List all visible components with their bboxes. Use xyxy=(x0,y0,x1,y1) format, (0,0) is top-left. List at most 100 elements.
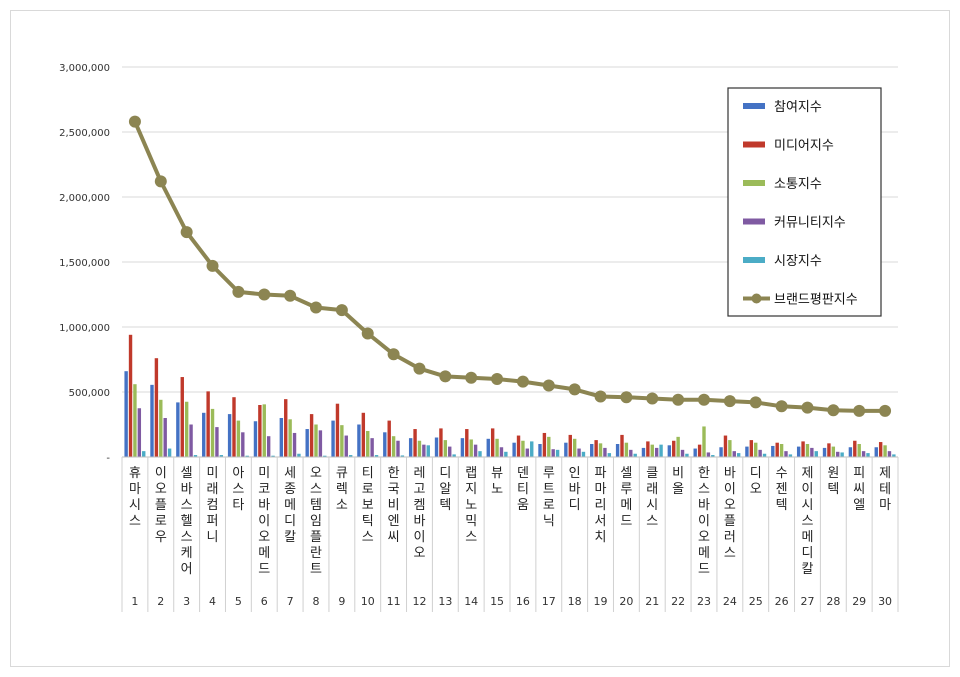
bar-4 xyxy=(784,451,788,457)
bar-4 xyxy=(810,447,814,457)
brand-index-point xyxy=(646,392,659,405)
legend-label: 미디어지수 xyxy=(774,139,834,154)
bar-2 xyxy=(309,414,314,457)
bar-3 xyxy=(805,444,810,457)
x-axis xyxy=(121,456,899,612)
bar-5 xyxy=(142,451,146,457)
brand-index-point xyxy=(542,379,555,392)
bar-2 xyxy=(516,435,521,457)
bar-2 xyxy=(801,441,805,457)
brand-index-point xyxy=(413,362,426,375)
rank-label: 18 xyxy=(568,595,582,608)
brand-index-point xyxy=(749,396,762,409)
brand-index-point xyxy=(853,404,866,417)
rank-label: 17 xyxy=(542,595,556,608)
bar-4 xyxy=(318,430,323,457)
bar-3 xyxy=(262,404,266,457)
bar-4 xyxy=(577,448,581,457)
bar-5 xyxy=(297,453,301,457)
bar-4 xyxy=(370,438,374,457)
bar-1 xyxy=(383,432,387,457)
bar-5 xyxy=(555,449,560,457)
rank-label: 8 xyxy=(313,595,320,608)
bar-2 xyxy=(853,440,857,457)
bar-2 xyxy=(387,420,391,457)
bar-4 xyxy=(629,449,633,457)
legend-label: 브랜드평판지수 xyxy=(774,293,858,308)
bar-3 xyxy=(676,436,680,457)
bar-3 xyxy=(598,443,603,457)
bar-4 xyxy=(836,451,840,457)
bar-4 xyxy=(525,448,530,457)
bar-2 xyxy=(180,377,184,457)
bar-4 xyxy=(887,451,892,457)
bar-3 xyxy=(650,444,654,457)
gridlines xyxy=(122,66,898,393)
y-tick-label: 3,000,000 xyxy=(59,63,110,74)
y-tick-label: 500,000 xyxy=(69,388,110,399)
bar-3 xyxy=(495,438,499,457)
x-axis-labels: 휴 마 시 스 1 이 오 플 로 우 2 셀 바 스 헬 스 케 어 3 미 래 컴 퍼 니 4 아 스 타 5 미 코 바 이 오 메 드 6 세 종 메… xyxy=(129,466,892,608)
bar-3 xyxy=(572,438,577,457)
brand-index-point xyxy=(232,285,245,298)
brand-index-point xyxy=(310,301,322,314)
bar-1 xyxy=(176,402,180,457)
bar-2 xyxy=(413,429,417,457)
bar-4 xyxy=(266,436,271,457)
brand-index-point xyxy=(594,390,607,403)
rank-label: 19 xyxy=(594,595,608,608)
y-axis-ticks: - 500,000 1,000,000 1,500,000 2,000,000 2,500… xyxy=(59,63,110,464)
bar-4 xyxy=(551,449,555,457)
legend-label: 참여지수 xyxy=(774,100,822,115)
bar-2 xyxy=(232,397,236,457)
bar-2 xyxy=(258,405,262,457)
bar-2 xyxy=(697,444,702,457)
bar-5 xyxy=(607,453,612,457)
bar-1 xyxy=(124,371,128,457)
bar-2 xyxy=(568,434,572,457)
legend-swatch xyxy=(743,218,765,225)
rank-label: 20 xyxy=(619,595,633,608)
bar-1 xyxy=(279,418,284,457)
bar-1 xyxy=(202,412,206,457)
brand-index-point xyxy=(154,175,167,188)
bar-2 xyxy=(723,435,728,457)
rank-label: 28 xyxy=(826,595,840,608)
bar-3 xyxy=(340,425,344,457)
bar-5 xyxy=(711,455,715,457)
legend-box xyxy=(727,87,882,317)
bar-1 xyxy=(460,438,465,457)
bar-1 xyxy=(408,438,413,457)
bar-4 xyxy=(215,427,219,457)
legend-label: 시장지수 xyxy=(774,254,822,269)
legend-swatch xyxy=(743,103,765,109)
bar-3 xyxy=(236,420,241,457)
bar-2 xyxy=(490,428,495,457)
bar-1 xyxy=(486,438,490,457)
bar-5 xyxy=(840,452,844,457)
bar-1 xyxy=(745,446,749,457)
bar-1 xyxy=(641,447,646,457)
bar-1 xyxy=(538,444,542,457)
bar-4 xyxy=(499,447,504,457)
bar-5 xyxy=(452,454,456,457)
legend-swatch xyxy=(743,141,765,148)
bar-3 xyxy=(779,444,784,457)
bar-3 xyxy=(288,419,292,457)
bar-3 xyxy=(314,424,318,457)
bar-2 xyxy=(154,358,159,457)
bar-2 xyxy=(620,434,624,457)
brand-index-point xyxy=(516,375,529,388)
bar-2 xyxy=(775,442,779,457)
rank-label: 22 xyxy=(671,595,685,608)
brand-index-point xyxy=(206,259,219,272)
rank-label: 14 xyxy=(464,595,478,608)
bar-5 xyxy=(504,451,508,457)
